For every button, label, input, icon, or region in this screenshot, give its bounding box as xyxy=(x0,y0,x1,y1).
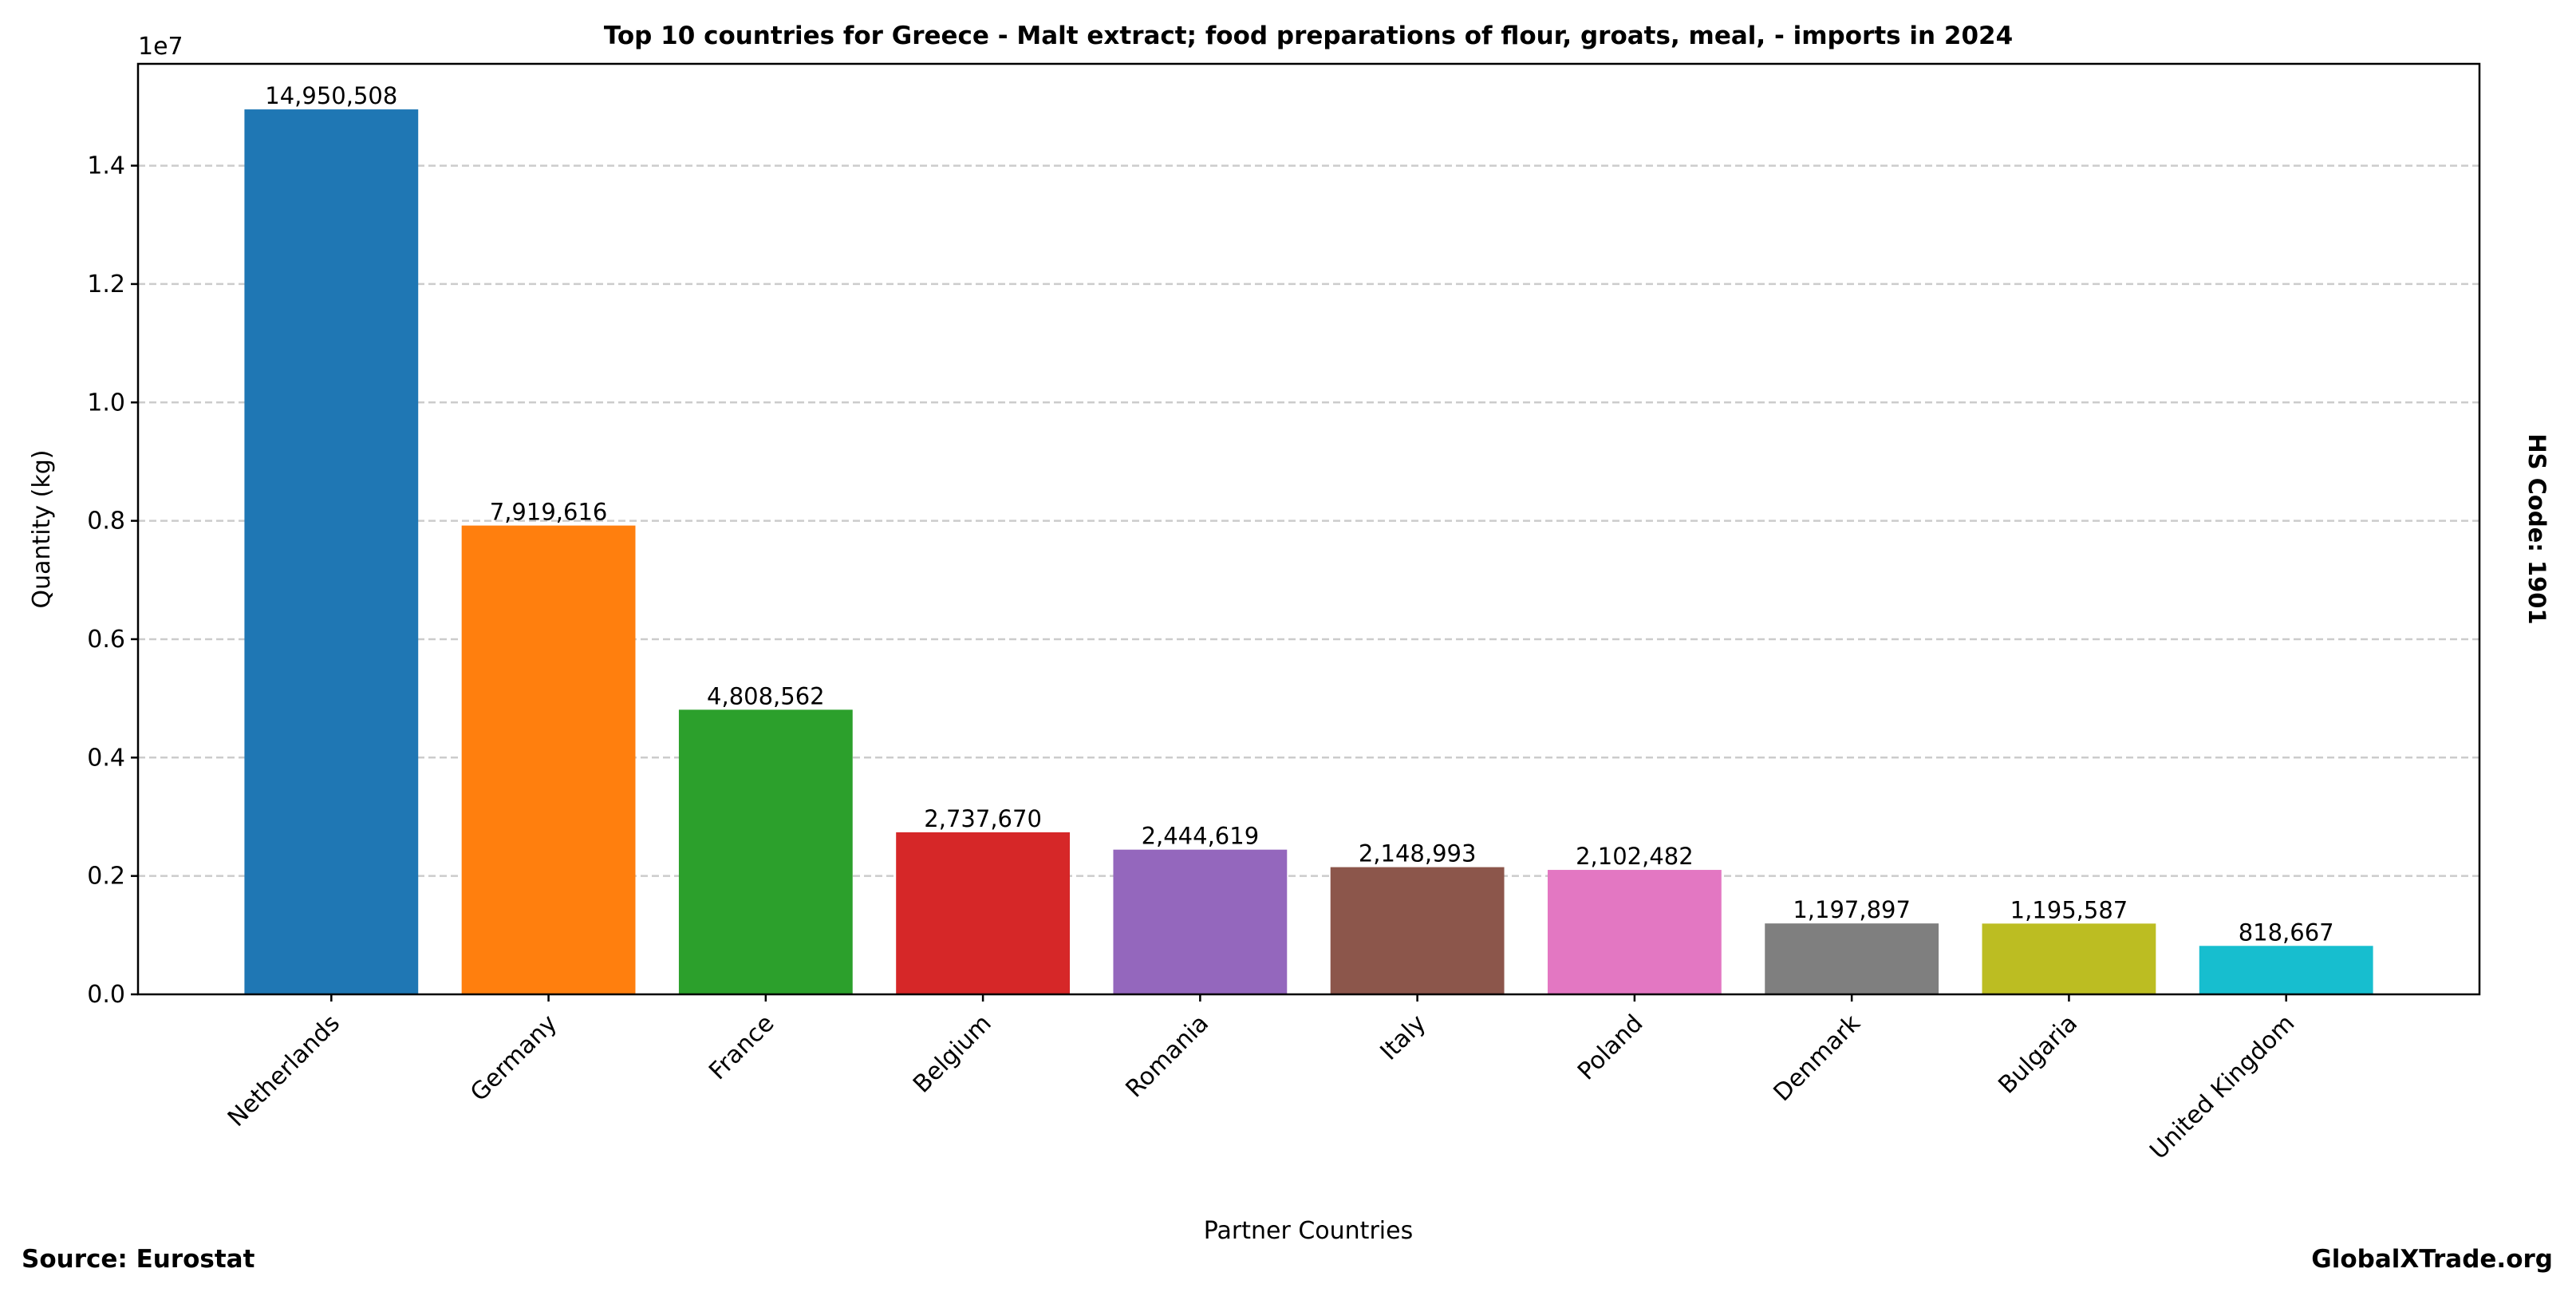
bar-germany xyxy=(461,525,636,994)
bar-value-label: 818,667 xyxy=(2239,919,2334,946)
x-tick-label: France xyxy=(704,1010,779,1085)
bar-value-label: 1,197,897 xyxy=(1793,896,1911,923)
bar-poland xyxy=(1547,870,1722,994)
x-tick-label: Italy xyxy=(1375,1010,1432,1066)
bar-romania xyxy=(1113,849,1288,994)
bar-italy xyxy=(1330,867,1505,994)
x-tick-label: Denmark xyxy=(1769,1009,1867,1107)
x-tick-label: Netherlands xyxy=(223,1010,345,1132)
y-tick-label: 0.4 xyxy=(87,744,125,772)
chart-title: Top 10 countries for Greece - Malt extra… xyxy=(604,22,2013,50)
bar-value-label: 7,919,616 xyxy=(490,499,608,526)
brand-label: GlobalXTrade.org xyxy=(2311,1245,2553,1274)
bar-value-label: 4,808,562 xyxy=(707,682,825,709)
y-tick-label: 0.6 xyxy=(87,626,125,654)
bar-value-label: 14,950,508 xyxy=(265,82,397,109)
y-offset-label: 1e7 xyxy=(138,33,183,61)
bar-france xyxy=(678,709,853,994)
bar-value-label: 1,195,587 xyxy=(2010,896,2128,923)
hs-code-label: HS Code: 1901 xyxy=(2523,433,2550,624)
bar-netherlands xyxy=(244,109,419,994)
bar-united-kingdom xyxy=(2199,946,2373,994)
x-tick-label: Bulgaria xyxy=(1993,1010,2083,1100)
bar-bulgaria xyxy=(1982,923,2156,994)
y-tick-label: 0.8 xyxy=(87,508,125,535)
y-axis-label: Quantity (kg) xyxy=(28,450,56,609)
x-tick-label: Romania xyxy=(1121,1010,1215,1104)
bar-belgium xyxy=(896,832,1071,994)
bar-value-label: 2,737,670 xyxy=(924,805,1042,832)
y-tick-label: 1.4 xyxy=(87,152,125,180)
x-tick-label: United Kingdom xyxy=(2144,1010,2300,1165)
y-tick-label: 1.0 xyxy=(87,389,125,417)
x-axis-label: Partner Countries xyxy=(1204,1217,1413,1245)
bar-denmark xyxy=(1765,923,1939,994)
bar-value-label: 2,148,993 xyxy=(1359,840,1477,867)
y-tick-label: 1.2 xyxy=(87,271,125,298)
bar-value-label: 2,444,619 xyxy=(1142,823,1260,850)
axes-frame xyxy=(136,62,2481,996)
bar-value-label: 2,102,482 xyxy=(1576,843,1694,870)
x-tick-label: Belgium xyxy=(908,1010,997,1099)
y-tick-label: 0.2 xyxy=(87,863,125,891)
y-tick-label: 0.0 xyxy=(87,981,125,1009)
x-tick-label: Germany xyxy=(465,1010,562,1107)
x-tick-label: Poland xyxy=(1572,1010,1649,1086)
source-label: Source: Eurostat xyxy=(22,1245,255,1274)
